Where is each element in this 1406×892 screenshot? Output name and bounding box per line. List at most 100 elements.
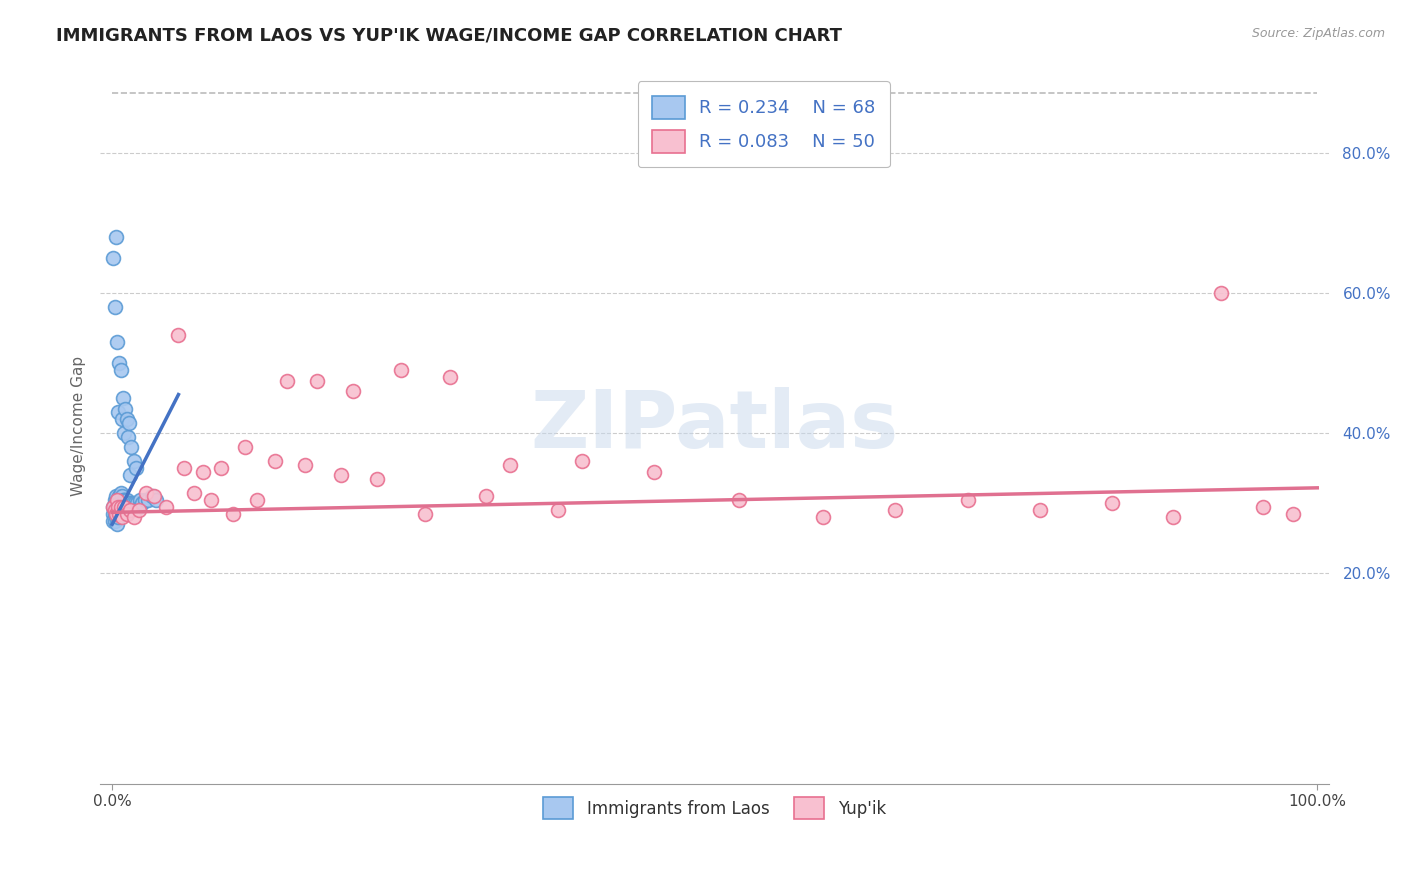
Point	[643, 465, 665, 479]
Text: ZIPatlas: ZIPatlas	[530, 387, 898, 465]
Point	[104, 496, 127, 510]
Point	[128, 500, 150, 514]
Point	[107, 492, 129, 507]
Point	[111, 489, 134, 503]
Point	[110, 485, 132, 500]
Point	[107, 500, 129, 514]
Point	[104, 507, 127, 521]
Point	[141, 489, 163, 503]
Point	[120, 440, 142, 454]
Point	[1209, 285, 1232, 300]
Point	[884, 503, 907, 517]
Point	[117, 430, 139, 444]
Point	[104, 500, 127, 514]
Point	[122, 454, 145, 468]
Point	[183, 485, 205, 500]
Y-axis label: Wage/Income Gap: Wage/Income Gap	[72, 356, 86, 496]
Point	[105, 517, 128, 532]
Point	[115, 412, 138, 426]
Point	[727, 492, 749, 507]
Point	[167, 328, 190, 343]
Point	[246, 492, 269, 507]
Point	[104, 514, 127, 528]
Point	[122, 500, 145, 514]
Point	[110, 500, 132, 514]
Point	[115, 492, 138, 507]
Point	[104, 507, 127, 521]
Point	[276, 374, 298, 388]
Point	[200, 492, 222, 507]
Point	[389, 363, 412, 377]
Point	[1251, 500, 1274, 514]
Point	[342, 384, 364, 398]
Point	[155, 500, 177, 514]
Point	[439, 370, 461, 384]
Point	[108, 507, 131, 521]
Point	[112, 426, 135, 441]
Point	[103, 500, 125, 514]
Point	[114, 492, 136, 507]
Point	[128, 503, 150, 517]
Point	[499, 458, 522, 472]
Point	[107, 405, 129, 419]
Point	[547, 503, 569, 517]
Point	[111, 412, 134, 426]
Point	[263, 454, 285, 468]
Point	[104, 492, 127, 507]
Point	[112, 492, 135, 507]
Point	[120, 500, 142, 514]
Text: IMMIGRANTS FROM LAOS VS YUP'IK WAGE/INCOME GAP CORRELATION CHART: IMMIGRANTS FROM LAOS VS YUP'IK WAGE/INCO…	[56, 27, 842, 45]
Point	[115, 507, 138, 521]
Point	[104, 510, 127, 524]
Legend: Immigrants from Laos, Yup'ik: Immigrants from Laos, Yup'ik	[537, 790, 893, 825]
Point	[110, 363, 132, 377]
Point	[114, 401, 136, 416]
Point	[330, 468, 353, 483]
Point	[122, 510, 145, 524]
Point	[125, 500, 148, 514]
Point	[108, 489, 131, 503]
Point	[112, 503, 135, 517]
Point	[811, 510, 834, 524]
Point	[111, 500, 134, 514]
Point	[107, 510, 129, 524]
Point	[127, 496, 149, 510]
Point	[128, 492, 150, 507]
Point	[294, 458, 316, 472]
Point	[103, 500, 125, 514]
Point	[105, 507, 128, 521]
Point	[125, 461, 148, 475]
Point	[110, 496, 132, 510]
Point	[233, 440, 256, 454]
Point	[118, 500, 141, 514]
Point	[115, 507, 138, 521]
Point	[108, 356, 131, 370]
Point	[104, 503, 127, 517]
Point	[118, 416, 141, 430]
Point	[221, 507, 243, 521]
Point	[120, 503, 142, 517]
Point	[104, 503, 127, 517]
Point	[103, 507, 125, 521]
Point	[105, 500, 128, 514]
Point	[112, 503, 135, 517]
Point	[305, 374, 328, 388]
Point	[145, 492, 167, 507]
Point	[1029, 503, 1052, 517]
Point	[131, 496, 153, 510]
Point	[104, 489, 127, 503]
Point	[105, 334, 128, 349]
Point	[108, 507, 131, 521]
Point	[143, 489, 166, 503]
Point	[103, 514, 125, 528]
Point	[108, 496, 131, 510]
Point	[134, 492, 156, 507]
Point	[1282, 507, 1305, 521]
Point	[571, 454, 593, 468]
Point	[474, 489, 496, 503]
Point	[103, 251, 125, 265]
Point	[104, 229, 127, 244]
Point	[415, 507, 437, 521]
Point	[112, 500, 135, 514]
Text: Source: ZipAtlas.com: Source: ZipAtlas.com	[1251, 27, 1385, 40]
